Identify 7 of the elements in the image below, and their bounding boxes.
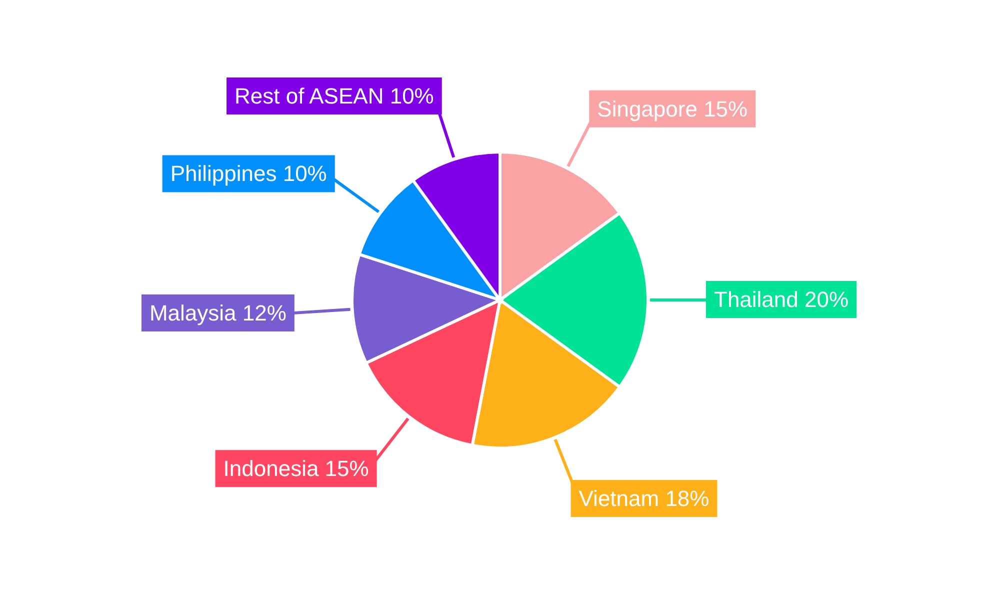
slice-label: Indonesia 15% [223,456,369,482]
legend-label: Thailand 20% [714,287,849,312]
slice-label: Philippines 10% [170,161,327,186]
slice-label: Vietnam 18% [578,486,710,511]
slice-label: Malaysia 12% [149,300,286,326]
slice-label: Rest of ASEAN 10% [234,83,434,108]
slice-label: Singapore 15% [597,96,748,122]
